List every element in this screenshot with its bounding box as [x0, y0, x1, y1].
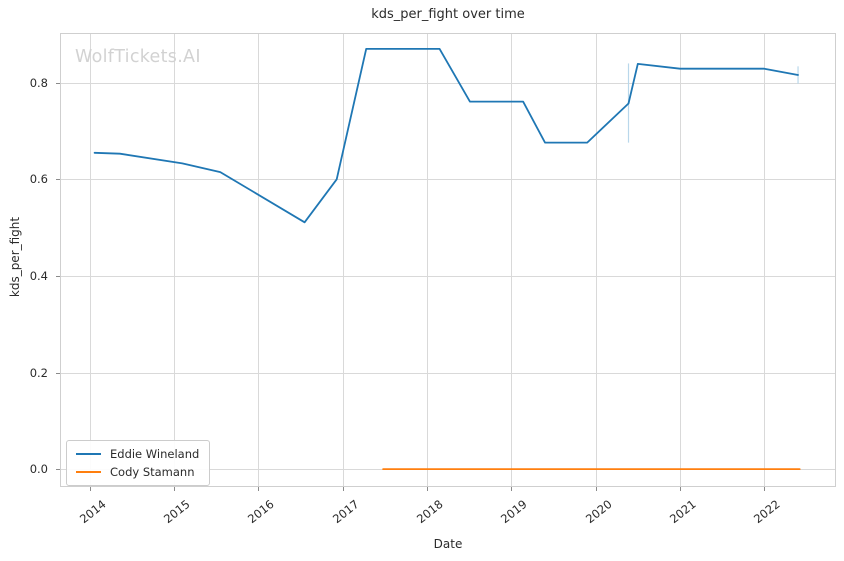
y-tick-label-0.6: 0.6: [29, 172, 48, 187]
series-line-eddie-wineland: [93, 48, 799, 224]
x-axis-label: Date: [433, 537, 463, 551]
y-tick-label-0.0: 0.0: [29, 462, 48, 477]
y-axis-label: kds_per_fight: [8, 216, 22, 298]
plot-frame: [60, 33, 836, 487]
legend-item-eddie-wineland: Eddie Wineland: [76, 445, 199, 463]
legend-line-swatch-orange: [76, 471, 101, 473]
y-tick-label-0.2: 0.2: [29, 365, 48, 380]
legend-item-cody-stamann: Cody Stamann: [76, 463, 199, 481]
legend-label: Eddie Wineland: [110, 447, 200, 461]
y-tick-label-0.4: 0.4: [29, 268, 48, 283]
legend: Eddie Wineland Cody Stamann: [66, 440, 211, 486]
chart-title: kds_per_fight over time: [371, 7, 525, 22]
watermark: WolfTickets.AI: [75, 47, 201, 67]
y-tick-label-0.8: 0.8: [29, 75, 48, 90]
legend-label: Cody Stamann: [110, 465, 195, 479]
legend-line-swatch-blue: [76, 453, 101, 455]
